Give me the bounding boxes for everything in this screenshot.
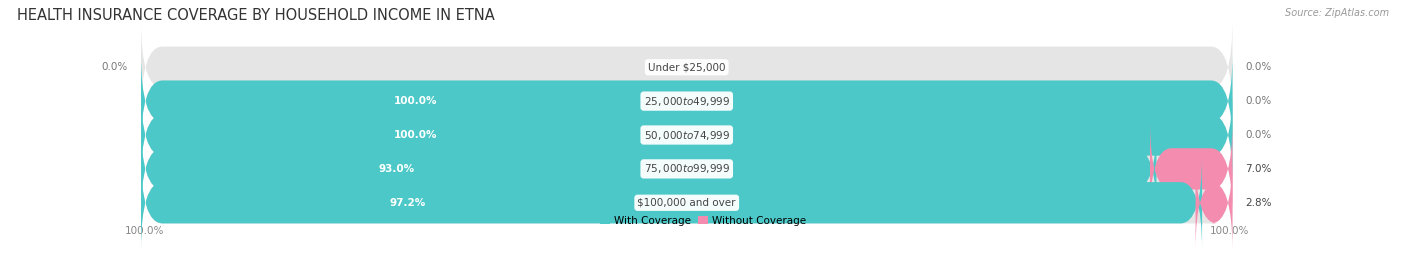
Text: $100,000 and over: $100,000 and over bbox=[637, 198, 735, 208]
Text: Source: ZipAtlas.com: Source: ZipAtlas.com bbox=[1285, 8, 1389, 18]
FancyBboxPatch shape bbox=[141, 20, 1233, 114]
FancyBboxPatch shape bbox=[141, 122, 1233, 216]
Text: 0.0%: 0.0% bbox=[1246, 62, 1271, 72]
Text: 0.0%: 0.0% bbox=[1246, 130, 1271, 140]
Text: $25,000 to $49,999: $25,000 to $49,999 bbox=[644, 94, 730, 108]
FancyBboxPatch shape bbox=[141, 88, 1233, 182]
Text: $75,000 to $99,999: $75,000 to $99,999 bbox=[644, 162, 730, 176]
Text: 100.0%: 100.0% bbox=[394, 130, 437, 140]
Legend: With Coverage, Without Coverage: With Coverage, Without Coverage bbox=[596, 212, 810, 230]
Text: HEALTH INSURANCE COVERAGE BY HOUSEHOLD INCOME IN ETNA: HEALTH INSURANCE COVERAGE BY HOUSEHOLD I… bbox=[17, 8, 495, 23]
Text: 100.0%: 100.0% bbox=[394, 96, 437, 106]
Text: 0.0%: 0.0% bbox=[101, 62, 128, 72]
FancyBboxPatch shape bbox=[141, 156, 1202, 250]
Text: 7.0%: 7.0% bbox=[1246, 164, 1272, 174]
FancyBboxPatch shape bbox=[141, 54, 1233, 148]
FancyBboxPatch shape bbox=[141, 122, 1157, 216]
Text: 97.2%: 97.2% bbox=[389, 198, 426, 208]
Text: 93.0%: 93.0% bbox=[378, 164, 415, 174]
Text: Under $25,000: Under $25,000 bbox=[648, 62, 725, 72]
FancyBboxPatch shape bbox=[141, 54, 1233, 148]
Text: 0.0%: 0.0% bbox=[1246, 96, 1271, 106]
Text: $50,000 to $74,999: $50,000 to $74,999 bbox=[644, 129, 730, 141]
FancyBboxPatch shape bbox=[1195, 156, 1233, 250]
FancyBboxPatch shape bbox=[141, 156, 1233, 250]
Text: 2.8%: 2.8% bbox=[1246, 198, 1272, 208]
FancyBboxPatch shape bbox=[141, 88, 1233, 182]
FancyBboxPatch shape bbox=[1150, 122, 1233, 216]
